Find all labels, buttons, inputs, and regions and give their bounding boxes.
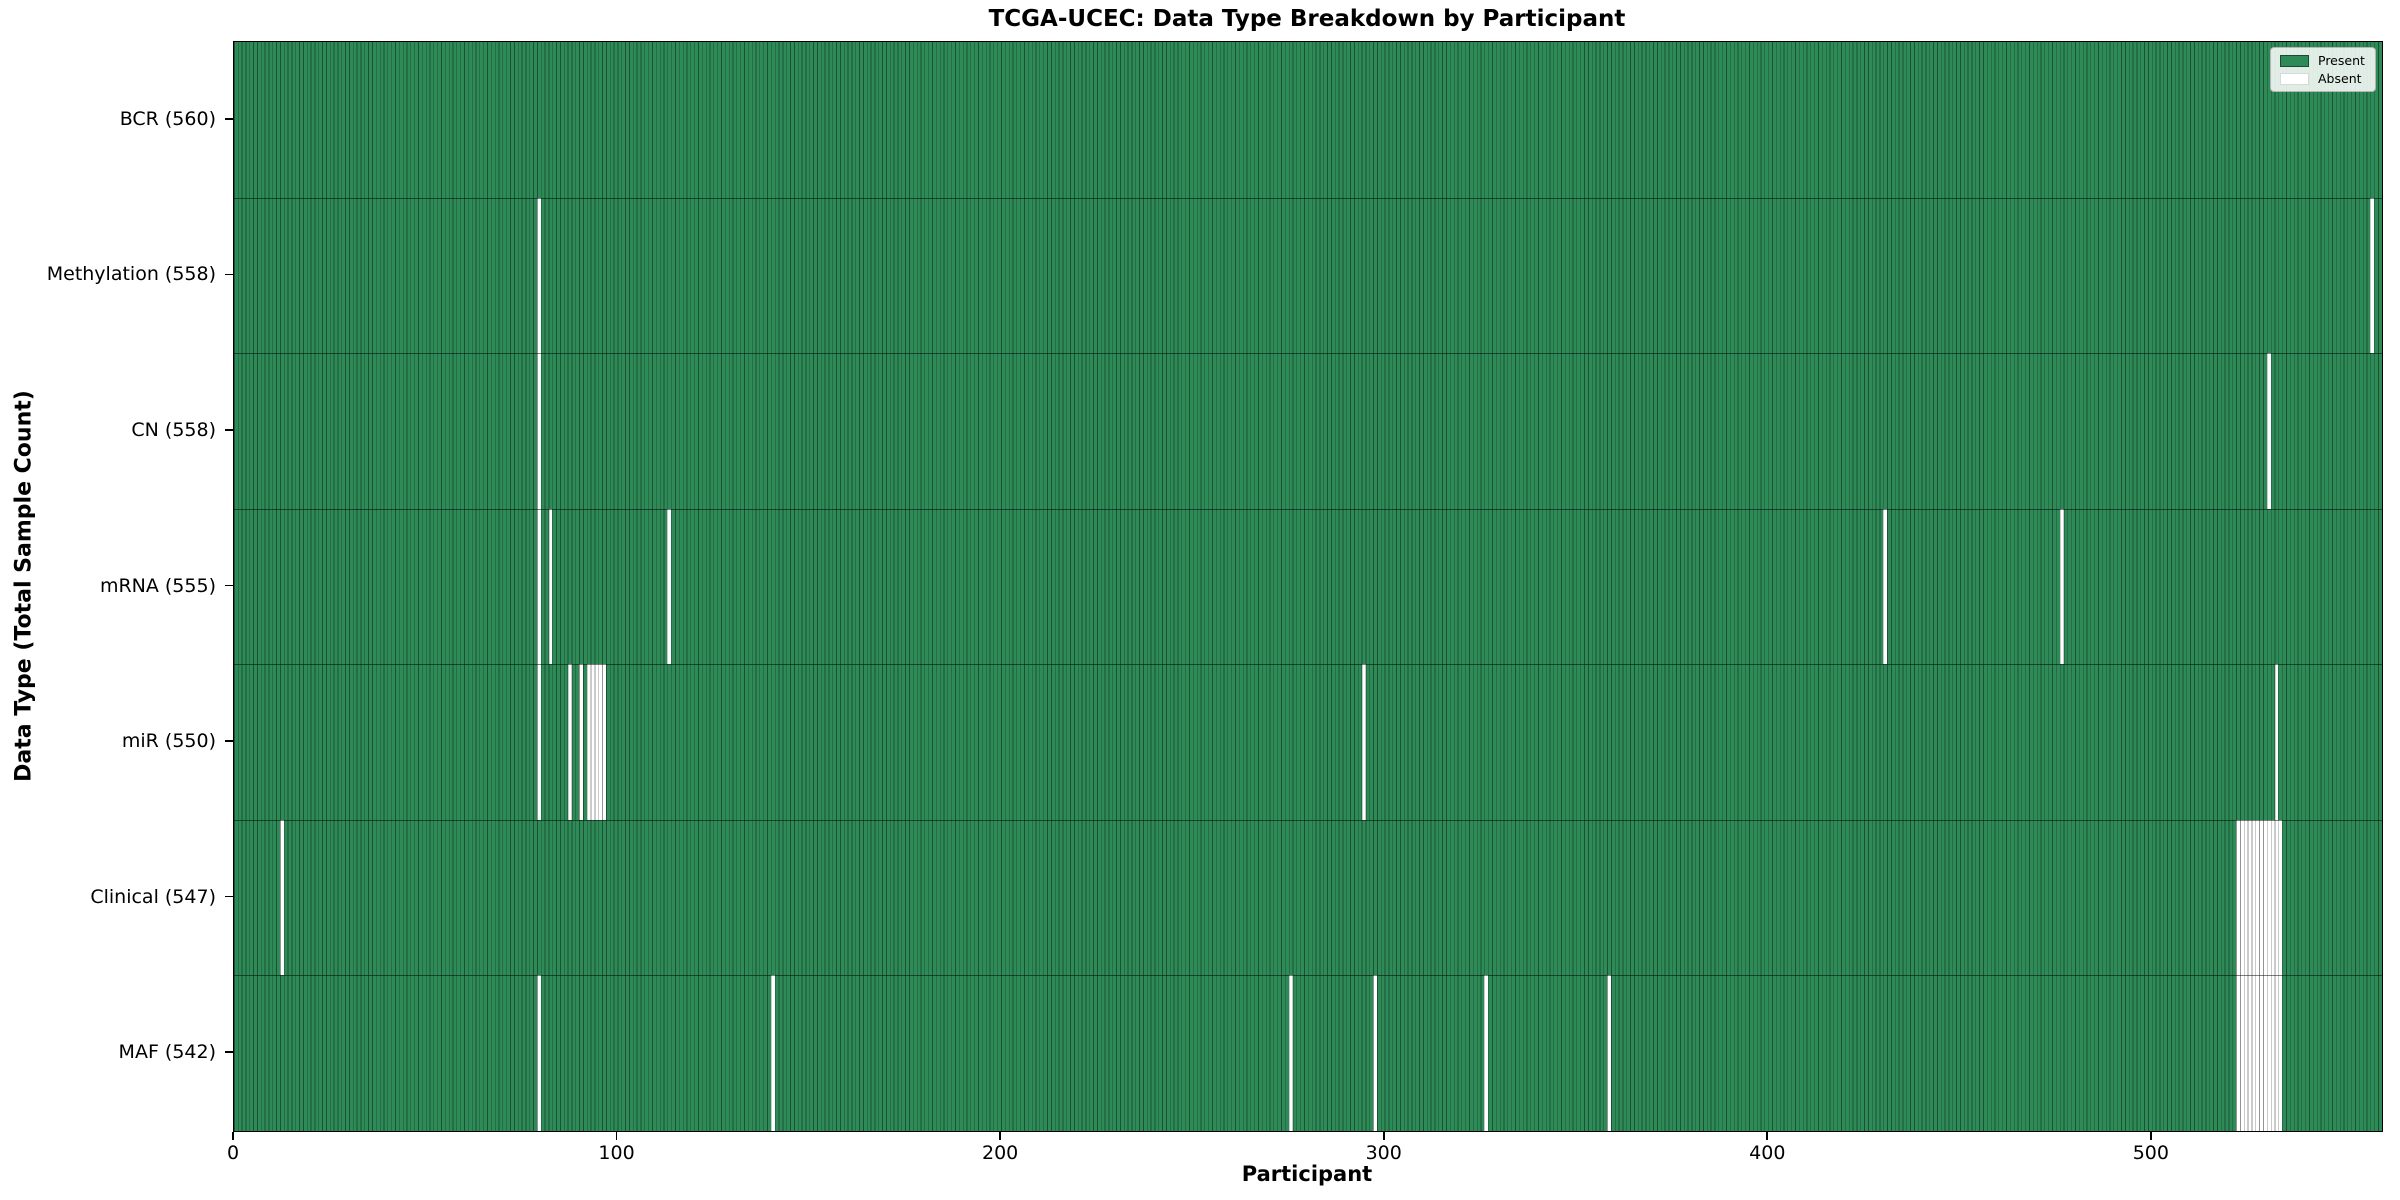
absent-mark-mrna (1883, 508, 1888, 665)
absent-mark-maf (537, 975, 541, 1131)
absent-mark-methylation (537, 197, 541, 354)
absent-mark-mrna (537, 508, 541, 665)
absent-mark-maf (771, 975, 775, 1131)
absent-mark-clinical (280, 819, 284, 976)
legend-label-present: Present (2318, 53, 2365, 68)
y-tick-mark (225, 895, 233, 898)
absent-mark-mrna (667, 508, 672, 665)
x-tick-label-0: 0 (226, 1142, 240, 1164)
row-clinical (234, 819, 2382, 976)
row-maf (234, 975, 2382, 1131)
absent-mark-maf (1484, 975, 1489, 1131)
x-tick-label-300: 300 (1365, 1142, 1402, 1164)
y-tick-label-clinical: Clinical (547) (90, 885, 216, 908)
row-mrna (234, 508, 2382, 665)
legend-entry-absent: Absent (2280, 72, 2366, 85)
absent-mark-mrna (2059, 508, 2064, 665)
x-tick-mark (232, 1132, 234, 1140)
row-separator (234, 353, 2382, 355)
y-tick-mark (225, 584, 233, 587)
absent-mark-mir (579, 664, 584, 820)
row-methylation (234, 197, 2382, 354)
absent-mark-clinical (2236, 819, 2283, 976)
y-tick-mark (225, 740, 233, 742)
y-tick-mark (225, 1051, 233, 1053)
y-tick-mark (225, 429, 233, 431)
x-tick-label-200: 200 (982, 1142, 1019, 1164)
chart-title: TCGA-UCEC: Data Type Breakdown by Partic… (988, 6, 1626, 32)
absent-mark-mir (2274, 664, 2279, 820)
y-tick-label-mir: miR (550) (121, 730, 216, 753)
y-tick-label-methylation: Methylation (558) (46, 263, 216, 286)
legend-swatch-absent-icon (2280, 72, 2309, 85)
row-separator (234, 197, 2382, 199)
legend-entry-present: Present (2280, 54, 2366, 67)
plot-area (233, 41, 2383, 1132)
row-separator (234, 664, 2382, 666)
absent-mark-maf (1373, 975, 1378, 1131)
x-tick-mark (999, 1132, 1001, 1140)
absent-mark-mrna (548, 508, 553, 665)
y-tick-mark (225, 273, 233, 276)
absent-mark-cn (537, 353, 541, 509)
y-tick-mark (225, 117, 233, 120)
absent-mark-mir (567, 664, 572, 820)
x-tick-mark (1766, 1132, 1769, 1140)
row-mir (234, 664, 2382, 820)
absent-mark-methylation (2370, 197, 2375, 354)
absent-mark-mir (1361, 664, 1366, 820)
y-tick-label-cn: CN (558) (131, 418, 216, 441)
absent-mark-mir (586, 664, 607, 820)
y-tick-label-maf: MAF (542) (118, 1041, 216, 1064)
legend-swatch-present-icon (2280, 54, 2309, 67)
row-separator (234, 975, 2382, 977)
absent-mark-maf (2236, 975, 2283, 1131)
x-tick-mark (615, 1132, 618, 1140)
x-tick-label-100: 100 (598, 1142, 635, 1164)
x-tick-mark (2150, 1132, 2152, 1140)
absent-mark-maf (1288, 975, 1293, 1131)
absent-mark-cn (2266, 353, 2271, 509)
x-tick-label-500: 500 (2132, 1142, 2169, 1164)
x-tick-label-400: 400 (1749, 1142, 1786, 1164)
absent-mark-maf (1607, 975, 1611, 1131)
x-tick-mark (1382, 1132, 1385, 1140)
y-tick-label-mrna: mRNA (555) (99, 574, 216, 597)
legend-label-absent: Absent (2318, 71, 2362, 86)
y-tick-label-bcr: BCR (560) (119, 107, 216, 130)
row-separator (234, 819, 2382, 821)
row-bcr (234, 42, 2382, 198)
absent-mark-mir (537, 664, 541, 820)
row-cn (234, 353, 2382, 509)
row-separator (234, 508, 2382, 510)
x-axis-label: Participant (1241, 1162, 1373, 1186)
legend: Present Absent (2270, 47, 2376, 92)
